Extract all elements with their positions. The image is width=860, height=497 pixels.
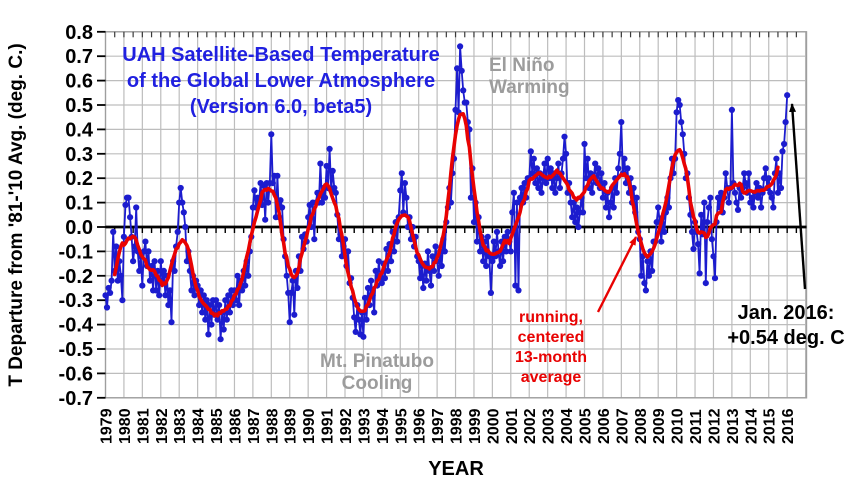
smoother-annotation: running, centered 13-month average xyxy=(491,308,611,388)
chart-title-line1: UAH Satellite-Based Temperature xyxy=(122,44,440,66)
el-nino-annotation-line1: El Niño xyxy=(489,55,555,76)
svg-text:2013: 2013 xyxy=(725,408,742,444)
x-axis-title: YEAR xyxy=(428,458,484,480)
jan-2016-arrow xyxy=(789,103,807,290)
svg-text:0.3: 0.3 xyxy=(65,144,93,166)
svg-text:1994: 1994 xyxy=(375,408,392,444)
svg-text:1981: 1981 xyxy=(135,408,152,444)
svg-text:2014: 2014 xyxy=(743,408,760,444)
smoother-annotation-line4: average xyxy=(520,369,582,386)
svg-text:1997: 1997 xyxy=(430,408,447,444)
svg-text:2010: 2010 xyxy=(670,408,687,444)
svg-text:-0.5: -0.5 xyxy=(59,339,93,361)
svg-text:1999: 1999 xyxy=(467,408,484,444)
svg-text:2016: 2016 xyxy=(780,408,797,444)
svg-text:1995: 1995 xyxy=(393,408,410,444)
el-nino-annotation-line2: Warming xyxy=(489,77,570,98)
svg-text:2007: 2007 xyxy=(614,408,631,444)
svg-text:-0.4: -0.4 xyxy=(59,315,94,337)
svg-text:1996: 1996 xyxy=(412,408,429,444)
jan-2016-annotation-line2: +0.54 deg. C xyxy=(727,327,845,349)
pinatubo-annotation: Mt. Pinatubo Cooling xyxy=(297,351,457,395)
svg-text:2002: 2002 xyxy=(522,408,539,444)
pinatubo-annotation-line2: Cooling xyxy=(341,373,413,394)
svg-text:1998: 1998 xyxy=(449,408,466,444)
svg-text:1979: 1979 xyxy=(99,408,116,444)
svg-text:2015: 2015 xyxy=(762,408,779,444)
svg-text:-0.2: -0.2 xyxy=(59,266,93,288)
svg-text:1986: 1986 xyxy=(227,408,244,444)
zero-axis xyxy=(105,225,807,233)
svg-text:2011: 2011 xyxy=(688,409,705,444)
top-axis-ticks xyxy=(114,31,797,38)
chart-title-line3: (Version 6.0, beta5) xyxy=(189,96,373,118)
svg-text:-0.3: -0.3 xyxy=(59,290,93,312)
svg-text:1983: 1983 xyxy=(172,408,189,444)
svg-text:2004: 2004 xyxy=(559,408,576,444)
svg-text:1988: 1988 xyxy=(264,408,281,444)
svg-text:1985: 1985 xyxy=(209,408,226,444)
smoother-annotation-line1: running, xyxy=(519,309,583,326)
jan-2016-annotation-line1: Jan. 2016: xyxy=(737,302,835,324)
pinatubo-annotation-line1: Mt. Pinatubo xyxy=(320,351,434,372)
svg-text:1990: 1990 xyxy=(301,408,318,444)
y-axis-tick-labels: 0.80.7 0.60.50.4 0.30.2 0.10.0-0.1 -0.2-0.3 -… xyxy=(59,22,106,410)
svg-text:1987: 1987 xyxy=(246,408,263,444)
chart-title-line2: of the Global Lower Atmosphere xyxy=(126,70,436,92)
svg-text:2009: 2009 xyxy=(651,408,668,444)
chart-title: UAH Satellite-Based Temperature of the G… xyxy=(100,42,462,120)
svg-text:0.4: 0.4 xyxy=(65,119,94,141)
el-nino-annotation: El Niño Warming xyxy=(489,55,570,99)
svg-text:2012: 2012 xyxy=(706,408,723,444)
x-axis-year-labels: 1979 1980 1981 1982 1983 1984 1985 1986 1987 1988… xyxy=(99,408,798,444)
svg-text:1991: 1991 xyxy=(320,408,337,444)
svg-text:0.2: 0.2 xyxy=(65,168,93,190)
svg-text:-0.7: -0.7 xyxy=(59,388,93,410)
svg-text:1982: 1982 xyxy=(154,408,171,444)
svg-text:0.5: 0.5 xyxy=(65,95,93,117)
y-axis-title: T Departure from '81-'10 Avg. (deg. C.) xyxy=(6,43,27,387)
svg-text:1980: 1980 xyxy=(117,408,134,444)
svg-text:2003: 2003 xyxy=(541,408,558,444)
jan-2016-annotation: Jan. 2016: +0.54 deg. C xyxy=(716,301,856,351)
svg-text:1984: 1984 xyxy=(191,408,208,444)
svg-text:0.0: 0.0 xyxy=(65,217,93,239)
svg-text:1993: 1993 xyxy=(356,408,373,444)
running-13-month-average-series xyxy=(112,112,780,318)
svg-text:2000: 2000 xyxy=(485,408,502,444)
svg-text:2006: 2006 xyxy=(596,408,613,444)
annotation-arrows xyxy=(596,103,807,313)
svg-text:0.7: 0.7 xyxy=(65,46,93,68)
smoother-arrow xyxy=(596,236,638,313)
svg-text:2001: 2001 xyxy=(504,408,521,444)
smoother-annotation-line3: 13-month xyxy=(515,349,587,366)
svg-text:-0.1: -0.1 xyxy=(59,241,93,263)
svg-text:1989: 1989 xyxy=(283,408,300,444)
svg-text:0.8: 0.8 xyxy=(65,22,93,44)
svg-text:2005: 2005 xyxy=(578,408,595,444)
smoother-annotation-line2: centered xyxy=(517,329,585,346)
svg-text:0.6: 0.6 xyxy=(65,71,93,93)
svg-text:0.1: 0.1 xyxy=(65,193,93,215)
svg-text:-0.6: -0.6 xyxy=(59,363,93,385)
svg-text:1992: 1992 xyxy=(338,408,355,444)
svg-text:2008: 2008 xyxy=(633,408,650,444)
